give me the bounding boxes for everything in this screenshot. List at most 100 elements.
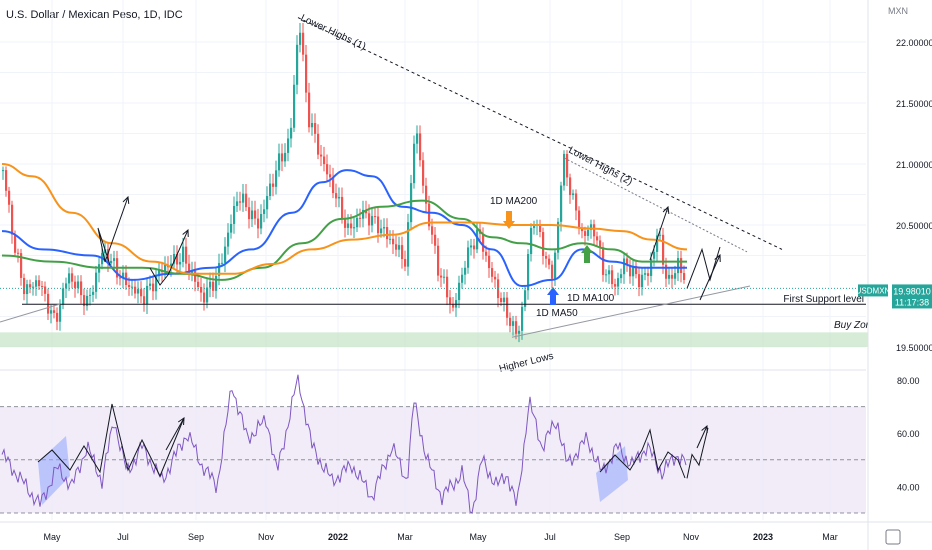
candle bbox=[560, 181, 563, 232]
candle-body bbox=[506, 297, 509, 318]
candle-body bbox=[668, 274, 671, 279]
candle bbox=[482, 227, 485, 260]
candle-body bbox=[407, 222, 410, 267]
candle bbox=[563, 150, 566, 191]
candle-body bbox=[425, 185, 428, 204]
candle-body bbox=[533, 225, 536, 229]
candle bbox=[617, 272, 620, 296]
candle-body bbox=[347, 223, 350, 228]
candle-body bbox=[641, 274, 644, 288]
candle bbox=[89, 288, 92, 306]
candle bbox=[422, 152, 425, 194]
candle bbox=[83, 288, 86, 315]
label-first-support: First Support level bbox=[783, 294, 864, 305]
candle-body bbox=[653, 251, 656, 259]
candle bbox=[575, 189, 578, 221]
rsi-fractal-arrow-1 bbox=[165, 416, 185, 451]
candle-body bbox=[332, 177, 335, 194]
candle bbox=[410, 174, 413, 231]
projection-arrow bbox=[699, 253, 721, 301]
candle-body bbox=[119, 277, 122, 279]
candle bbox=[644, 266, 647, 281]
candle-body bbox=[254, 210, 257, 219]
rsi-projection-arrow bbox=[696, 424, 708, 449]
candle-body bbox=[317, 133, 320, 155]
candle bbox=[434, 227, 437, 254]
candle bbox=[371, 207, 374, 233]
candle bbox=[212, 272, 215, 298]
candle bbox=[287, 128, 290, 162]
candle-body bbox=[20, 253, 23, 278]
candle-body bbox=[539, 224, 542, 233]
settings-gear-icon bbox=[885, 529, 901, 545]
candle-body bbox=[143, 296, 146, 305]
candle bbox=[62, 282, 65, 310]
time-axis-label: Jul bbox=[117, 532, 129, 542]
candle-body bbox=[62, 288, 65, 305]
candle-body bbox=[269, 183, 272, 197]
candle-body bbox=[413, 143, 416, 184]
candle bbox=[92, 285, 95, 303]
candle bbox=[542, 227, 545, 265]
candle bbox=[581, 223, 584, 239]
candle bbox=[215, 266, 218, 299]
candle-body bbox=[377, 216, 380, 234]
candle-body bbox=[419, 133, 422, 161]
candle bbox=[266, 186, 269, 219]
candle-body bbox=[527, 254, 530, 291]
candle bbox=[65, 277, 68, 298]
projection-path bbox=[686, 246, 721, 289]
candle-body bbox=[236, 201, 239, 206]
candle-body bbox=[197, 281, 200, 287]
candle-body bbox=[671, 274, 674, 279]
time-axis-label: Jul bbox=[544, 532, 556, 542]
candle-body bbox=[131, 286, 134, 288]
label-lower-highs-2: Lower Highs (2) bbox=[567, 145, 634, 188]
candle bbox=[320, 145, 323, 167]
candle bbox=[506, 292, 509, 326]
candle-body bbox=[524, 290, 527, 307]
candlesticks bbox=[2, 23, 686, 343]
candle bbox=[356, 208, 359, 232]
candle-body bbox=[290, 127, 293, 139]
candle bbox=[284, 143, 287, 167]
last-price-label: 19.98010 bbox=[893, 286, 931, 296]
candle-body bbox=[134, 286, 137, 294]
candle-body bbox=[485, 251, 488, 256]
candle-body bbox=[257, 218, 260, 229]
candle-body bbox=[353, 227, 356, 229]
candle-body bbox=[140, 289, 143, 297]
symbol-tag-label: USDMXN bbox=[856, 286, 891, 295]
candle bbox=[572, 189, 575, 200]
candle-body bbox=[365, 209, 368, 214]
candle-body bbox=[431, 226, 434, 235]
candle-body bbox=[287, 138, 290, 153]
candle bbox=[182, 237, 185, 268]
time-axis-label: Nov bbox=[258, 532, 275, 542]
candle-body bbox=[47, 293, 50, 314]
candle-body bbox=[71, 273, 74, 282]
candle-body bbox=[659, 234, 662, 236]
candle-body bbox=[656, 235, 659, 252]
candle bbox=[119, 270, 122, 286]
candle-body bbox=[26, 284, 29, 295]
time-axis-label: 2022 bbox=[328, 532, 348, 542]
candle-body bbox=[677, 258, 680, 274]
time-axis-label: Mar bbox=[822, 532, 838, 542]
candle bbox=[419, 125, 422, 167]
candle-body bbox=[11, 204, 14, 235]
candle-body bbox=[548, 258, 551, 265]
candle-body bbox=[272, 183, 275, 187]
candle bbox=[269, 173, 272, 201]
candle-body bbox=[188, 263, 191, 274]
candle bbox=[341, 187, 344, 224]
candle-body bbox=[338, 196, 341, 199]
candle-body bbox=[491, 268, 494, 277]
candle bbox=[473, 238, 476, 259]
candle bbox=[296, 35, 299, 95]
candle-body bbox=[476, 229, 479, 250]
candle bbox=[470, 238, 473, 256]
candle bbox=[671, 267, 674, 289]
candle bbox=[566, 150, 569, 187]
